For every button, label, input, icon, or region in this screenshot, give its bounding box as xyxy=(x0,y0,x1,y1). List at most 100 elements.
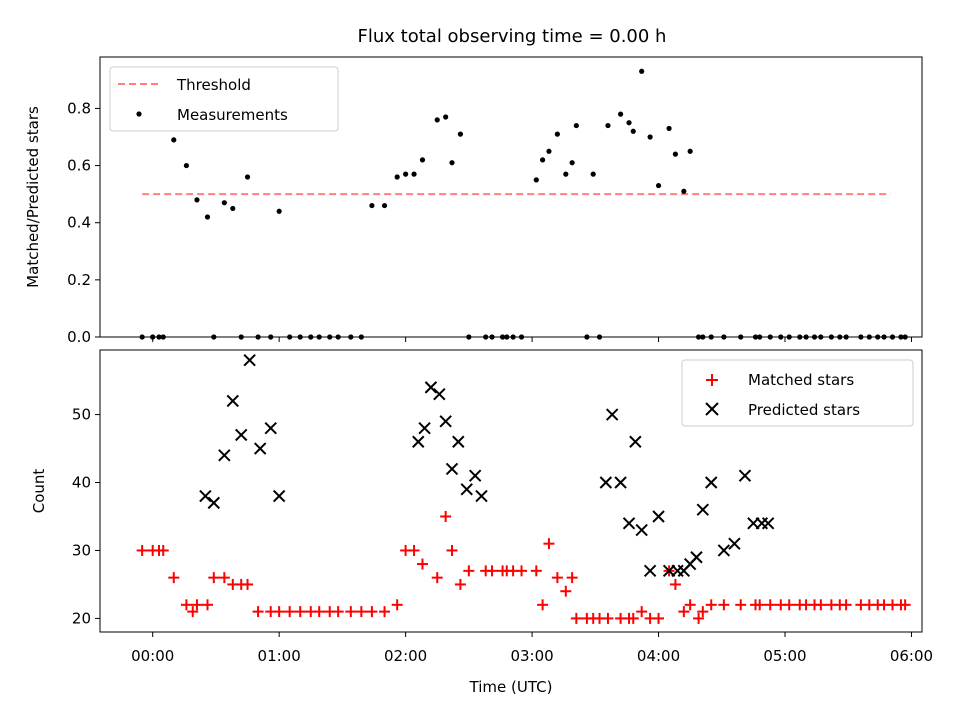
bottom-xtick-label: 00:00 xyxy=(131,647,174,665)
predicted-star-point xyxy=(652,510,665,523)
measurement-point xyxy=(540,157,546,163)
measurement-point xyxy=(563,171,569,177)
matched-star-point xyxy=(355,606,367,618)
predicted-star-point xyxy=(439,415,452,428)
matched-star-point xyxy=(391,599,403,611)
matched-star-point xyxy=(440,510,452,522)
measurement-point xyxy=(639,68,645,74)
matched-star-point xyxy=(560,585,572,597)
measurement-point xyxy=(681,188,687,194)
predicted-star-point xyxy=(629,435,642,448)
matched-star-point xyxy=(168,572,180,584)
predicted-star-point xyxy=(761,517,775,530)
matched-star-point xyxy=(705,599,717,611)
measurement-point xyxy=(672,151,679,157)
measurement-point xyxy=(457,131,464,137)
predicted-star-point xyxy=(433,387,446,401)
top-ytick-label: 0.0 xyxy=(67,328,91,346)
measurement-point xyxy=(194,197,200,203)
measurement-point xyxy=(655,182,662,189)
measurement-point xyxy=(647,134,653,140)
matched-star-point xyxy=(446,544,458,556)
matched-star-point xyxy=(218,572,230,584)
predicted-star-point xyxy=(599,476,613,489)
top-panel: 0.00.20.40.60.8 Matched/Predicted stars … xyxy=(24,56,923,346)
top-legend: Threshold Measurements xyxy=(109,66,339,132)
predicted-star-point xyxy=(199,489,212,503)
matched-star-point xyxy=(408,544,420,556)
matched-star-point xyxy=(516,565,528,577)
matched-star-point xyxy=(332,606,344,618)
matched-star-point xyxy=(627,612,639,624)
bottom-axes-frame xyxy=(99,349,923,633)
top-ytick-label: 0.2 xyxy=(67,271,91,289)
measurement-point xyxy=(626,120,632,126)
predicted-star-point xyxy=(696,503,710,516)
predicted-star-point xyxy=(253,442,267,455)
matched-star-point xyxy=(201,599,213,611)
measurement-point xyxy=(573,122,579,129)
predicted-star-point xyxy=(452,435,465,448)
predicted-star-point xyxy=(264,421,277,435)
measurement-point xyxy=(183,162,190,169)
bottom-ytick-label: 30 xyxy=(72,541,91,559)
matched-star-point xyxy=(294,606,306,618)
matched-star-point xyxy=(454,578,466,590)
x-axis-label: Time (UTC) xyxy=(469,678,553,696)
matched-star-point xyxy=(416,558,428,570)
matched-star-point xyxy=(697,606,709,618)
predicted-star-point xyxy=(622,517,636,530)
measurement-point xyxy=(230,205,236,212)
matched-star-point xyxy=(669,578,681,590)
predicted-star-point xyxy=(635,523,648,537)
top-ytick-label: 0.6 xyxy=(67,157,91,175)
bottom-legend: Matched stars Predicted stars xyxy=(681,359,914,427)
matched-star-point xyxy=(345,606,357,618)
matched-star-point xyxy=(899,599,911,611)
predicted-star-point xyxy=(207,496,221,510)
predicted-star-point xyxy=(643,564,657,578)
matched-star-point xyxy=(684,599,696,611)
bottom-xtick-label: 01:00 xyxy=(258,647,301,665)
matched-star-point xyxy=(754,599,766,611)
chart-title: Flux total observing time = 0.00 h xyxy=(358,26,667,47)
matched-star-point xyxy=(566,572,578,584)
predicted-star-point xyxy=(218,449,231,462)
predicted-star-point xyxy=(705,476,718,489)
measurement-point xyxy=(244,174,251,180)
matched-star-point xyxy=(602,612,614,624)
matched-star-point xyxy=(191,599,203,611)
top-ytick-label: 0.4 xyxy=(67,214,91,232)
measurement-point xyxy=(569,160,575,166)
bottom-legend-box xyxy=(681,359,914,427)
matched-star-point xyxy=(273,606,285,618)
predicted-star-point xyxy=(226,394,239,408)
measurement-point xyxy=(666,125,672,132)
top-ylabel: Matched/Predicted stars xyxy=(24,106,42,288)
bottom-xtick-label: 06:00 xyxy=(890,647,933,665)
measurement-point xyxy=(403,171,409,177)
legend-matched-swatch xyxy=(706,374,718,386)
matched-star-point xyxy=(486,565,498,577)
measurement-point xyxy=(369,202,375,209)
legend-predicted-label: Predicted stars xyxy=(748,401,860,419)
matched-star-point xyxy=(379,606,391,618)
measurement-point xyxy=(590,171,596,177)
matched-star-point xyxy=(653,612,665,624)
matched-star-point xyxy=(242,578,254,590)
predicted-star-point xyxy=(614,476,627,489)
matched-star-point xyxy=(537,599,549,611)
predicted-star-point xyxy=(445,462,459,476)
measurement-point xyxy=(449,160,455,166)
bottom-xtick-label: 04:00 xyxy=(637,647,680,665)
measurement-point xyxy=(171,137,177,143)
predicted-star-point xyxy=(460,483,473,496)
matched-star-point xyxy=(180,599,192,611)
matched-star-point xyxy=(187,606,199,618)
measurement-point xyxy=(276,208,282,214)
top-legend-box xyxy=(109,66,339,132)
matched-star-point xyxy=(783,599,795,611)
legend-threshold-label: Threshold xyxy=(176,76,251,94)
matched-star-point xyxy=(570,612,582,624)
predicted-star-point xyxy=(717,544,731,557)
